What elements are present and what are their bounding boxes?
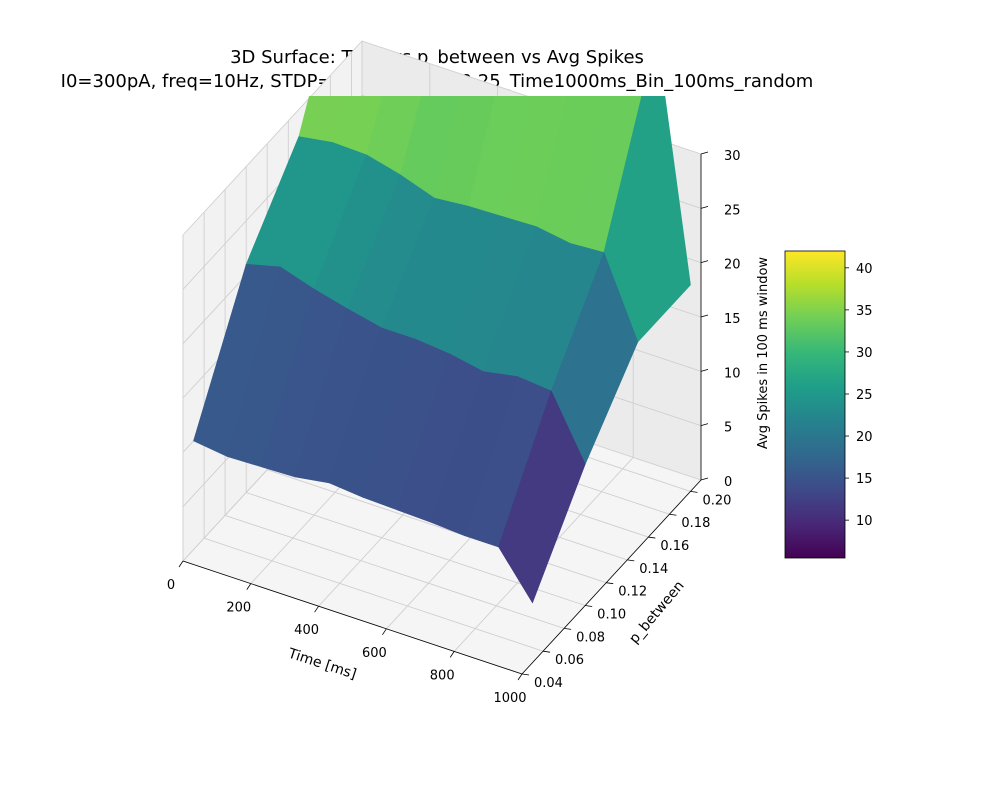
y-tick-label: 0.10 xyxy=(597,608,626,623)
z-tick xyxy=(700,423,709,427)
colorbar-tick-label: 15 xyxy=(856,472,873,487)
z-tick xyxy=(700,368,709,372)
colorbar-tick-label: 20 xyxy=(856,430,873,445)
z-tick-label: 5 xyxy=(724,421,732,436)
x-tick xyxy=(449,651,455,658)
z-tick xyxy=(700,260,709,264)
y-tick-label: 0.16 xyxy=(660,539,689,554)
z-tick-label: 30 xyxy=(724,149,741,164)
surface-mesh xyxy=(193,96,691,604)
p-between-axis: 0.04 0.06 0.08 0.10 0.12 0.14 0.16 0.18 0.20 xyxy=(521,479,731,691)
y-tick xyxy=(543,650,551,653)
x-tick-label: 0 xyxy=(167,578,175,593)
colorbar-tick-label: 30 xyxy=(856,346,873,361)
y-tick-label: 0.06 xyxy=(555,653,584,668)
z-tick xyxy=(700,314,709,318)
x-tick-label: 1000 xyxy=(493,691,526,706)
y-tick xyxy=(606,582,614,585)
y-tick-label: 0.18 xyxy=(681,516,710,531)
z-tick-label: 25 xyxy=(724,203,741,218)
y-tick-label: 0.20 xyxy=(702,493,731,508)
z-tick-label: 0 xyxy=(724,475,732,490)
colorbar-tick-label: 25 xyxy=(856,388,873,403)
y-tick xyxy=(627,559,635,562)
y-tick xyxy=(648,536,656,539)
y-tick-label: 0.12 xyxy=(618,585,647,600)
y-tick xyxy=(521,673,530,676)
x-tick-label: 800 xyxy=(430,668,455,683)
x-tick xyxy=(382,628,387,636)
z-axis-label: Avg Spikes in 100 ms window xyxy=(756,257,771,449)
x-axis-line xyxy=(182,560,523,675)
x-tick xyxy=(314,605,319,613)
z-tick xyxy=(700,205,709,209)
y-tick xyxy=(669,513,677,516)
x-tick-label: 600 xyxy=(362,646,387,661)
x-tick xyxy=(246,583,252,590)
x-axis-label: Time [ms] xyxy=(285,645,358,682)
y-tick xyxy=(585,605,593,607)
y-tick-label: 0.08 xyxy=(576,630,605,645)
colorbar-tick-label: 35 xyxy=(856,304,873,319)
z-tick-label: 20 xyxy=(724,258,741,273)
time-axis: 0 200 400 600 800 1000 xyxy=(167,560,527,706)
y-axis-line xyxy=(521,479,702,675)
surface-faces xyxy=(193,96,691,604)
chart-title: 3D Surface: Time vs p_between vs Avg Spi… xyxy=(230,47,644,68)
y-tick xyxy=(690,491,698,493)
z-tick xyxy=(700,477,709,481)
z-tick-label: 10 xyxy=(724,366,741,381)
z-tick xyxy=(700,151,709,155)
x-tick xyxy=(178,560,184,568)
y-tick-label: 0.14 xyxy=(639,562,668,577)
avg-spikes-axis: 0 5 10 15 20 25 30 xyxy=(700,149,741,490)
colorbar: 10 15 20 25 30 35 40 xyxy=(784,250,873,559)
colorbar-tick-label: 40 xyxy=(856,262,873,277)
y-tick-label: 0.04 xyxy=(534,676,563,691)
x-tick-label: 200 xyxy=(226,601,251,616)
x-tick-label: 400 xyxy=(294,623,319,638)
z-tick-label: 15 xyxy=(724,312,741,327)
surface-face xyxy=(498,390,586,604)
y-tick xyxy=(564,627,572,630)
colorbar-gradient xyxy=(784,250,846,559)
x-tick xyxy=(517,673,523,681)
colorbar-tick-label: 10 xyxy=(856,514,873,529)
